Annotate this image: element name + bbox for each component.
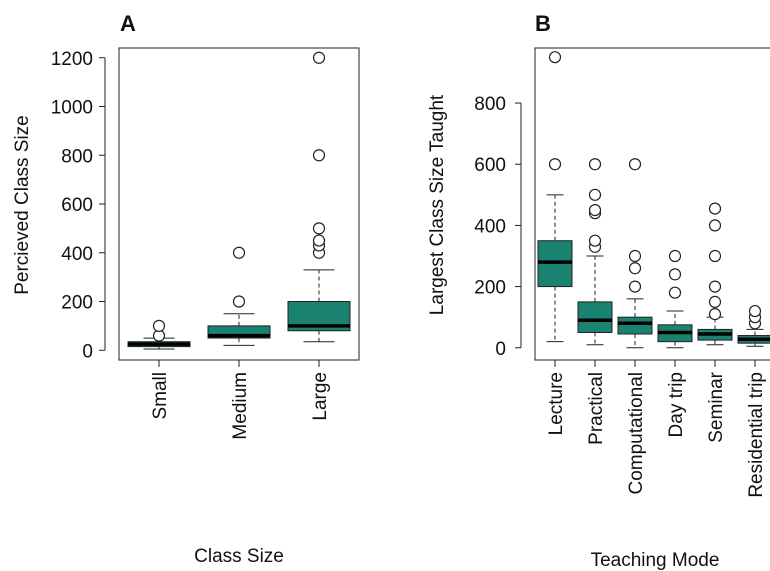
panel-a-y-axis-title: Percieved Class Size (12, 115, 33, 295)
outlier-point (312, 234, 326, 247)
panel-b-box-1 (537, 51, 573, 343)
outlier-point (152, 319, 166, 332)
panel-b-box-2 (577, 158, 613, 346)
panel-b-letter: B (535, 11, 551, 36)
panel-b-category-label: Residential trip (746, 372, 767, 498)
outlier-point (708, 295, 722, 308)
panel-b-y-tick-label: 200 (474, 278, 506, 299)
outlier-point (628, 280, 642, 293)
box-iqr (577, 301, 613, 333)
outlier-point (548, 51, 562, 64)
panel-b-y-tick-label: 600 (474, 155, 506, 176)
panel-a-box-2 (207, 246, 271, 346)
panel-a: A Percieved Class Size Class Size 0 200 40… (12, 11, 360, 567)
panel-a-letter: A (120, 11, 136, 36)
panel-b-category-label: Day trip (666, 372, 687, 437)
panel-b-plot-frame (534, 47, 770, 361)
outlier-point (708, 249, 722, 263)
panel-b-category-label: Seminar (706, 371, 727, 442)
outlier-point (668, 268, 682, 281)
outlier-point (628, 249, 642, 263)
outlier-point (628, 158, 642, 171)
panel-a-y-tick-label: 400 (61, 244, 93, 265)
outlier-point (628, 262, 642, 275)
panel-a-category-label: Small (150, 372, 171, 420)
outlier-point (588, 234, 602, 247)
outlier-point (748, 304, 762, 318)
panel-b: B Largest Class Size Taught Teaching Mod… (427, 11, 770, 571)
outlier-point (708, 202, 722, 215)
outlier-point (588, 188, 602, 201)
panel-b-y-tick-label: 800 (474, 94, 506, 115)
panel-a-box-1 (127, 319, 191, 350)
panel-a-y-tick-label: 1200 (51, 49, 93, 70)
outlier-point (708, 219, 722, 232)
panel-b-x-axis-title: Teaching Mode (591, 550, 720, 571)
panel-b-category-label: Computational (626, 372, 647, 495)
outlier-point (588, 204, 602, 217)
outlier-point (312, 51, 326, 64)
panel-b-box-3 (617, 158, 653, 349)
outlier-point (548, 158, 562, 171)
outlier-point (668, 286, 682, 299)
panel-a-y-tick-label: 1000 (51, 98, 93, 119)
outlier-point (588, 158, 602, 171)
panel-b-box-5 (697, 202, 733, 346)
panel-a-box-3 (287, 51, 351, 343)
outlier-point (708, 280, 722, 293)
panel-a-y-tick-label: 200 (61, 293, 93, 314)
panel-a-y-tick-label: 0 (82, 341, 93, 362)
outlier-point (232, 295, 246, 308)
panel-a-x-axis-title: Class Size (194, 546, 284, 567)
panel-b-box-6 (737, 304, 770, 347)
panel-a-y-tick-label: 600 (61, 195, 93, 216)
outlier-point (312, 222, 326, 235)
panel-b-y-tick-label: 0 (495, 339, 506, 360)
panel-b-category-label: Lecture (546, 372, 567, 435)
panel-b-y-tick-label: 400 (474, 216, 506, 237)
outlier-point (232, 246, 246, 259)
panel-b-box-4 (657, 249, 693, 349)
panel-a-y-tick-label: 800 (61, 146, 93, 167)
box-iqr (617, 316, 653, 335)
panel-b-category-label: Practical (586, 372, 607, 445)
panel-a-category-label: Medium (230, 372, 251, 440)
outlier-point (708, 308, 722, 321)
outlier-point (668, 249, 682, 263)
outlier-point (312, 149, 326, 162)
panel-a-category-label: Large (310, 372, 331, 421)
panel-b-y-axis-title: Largest Class Size Taught (427, 94, 448, 315)
